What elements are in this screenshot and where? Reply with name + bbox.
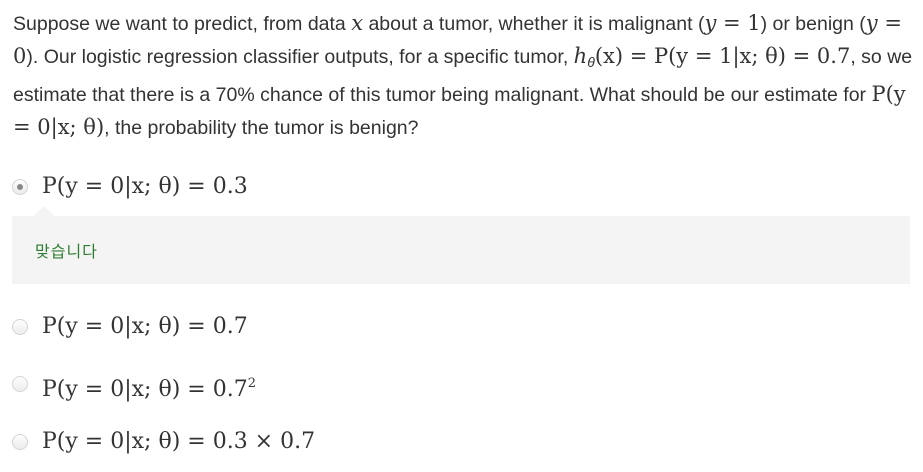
answer-option-1[interactable]: P(y = 0|x; θ) = 0.3 — [12, 174, 902, 216]
math-eq-0: = 0 — [13, 11, 902, 68]
math-h: h — [573, 44, 588, 68]
answer-option-label: P(y = 0|x; θ) = 0.3 × 0.7 — [42, 429, 316, 454]
answer-option-4[interactable]: P(y = 0|x; θ) = 0.3 × 0.7 — [12, 429, 902, 471]
radio-button[interactable] — [12, 376, 28, 392]
radio-button[interactable] — [12, 319, 28, 335]
question-part-4: ). Our logistic regression classifier ou… — [26, 46, 574, 68]
answer-option-3[interactable]: P(y = 0|x; θ) = 0.72 — [12, 373, 902, 413]
math-theta-subscript: θ — [587, 54, 595, 70]
answer-option-2[interactable]: P(y = 0|x; θ) = 0.7 — [12, 314, 902, 356]
question-part-6: , the probability the tumor is benign? — [104, 117, 419, 139]
question-part-5: , so we estimate that there is a 70% cha… — [13, 46, 913, 106]
math-x: x — [351, 11, 364, 35]
question-part-2: about a tumor, whether it is malignant ( — [363, 13, 705, 35]
question-part-1: Suppose we want to predict, from data — [13, 13, 352, 35]
math-eq-1: = 1 — [716, 11, 761, 35]
answer-option-label: P(y = 0|x; θ) = 0.72 — [42, 367, 256, 407]
radio-button-selected[interactable] — [12, 179, 28, 195]
math-hypothesis: (x) = P(y = 1|x; θ) = 0.7 — [594, 44, 851, 68]
answer-option-label: P(y = 0|x; θ) = 0.7 — [42, 314, 248, 339]
question-part-3: ) or benign ( — [760, 13, 866, 35]
answer-option-label-base: P(y = 0|x; θ) = 0.7 — [42, 377, 248, 402]
answer-option-label-exponent: 2 — [247, 376, 256, 391]
feedback-box: 맞습니다 — [12, 206, 910, 284]
feedback-correct-text: 맞습니다 — [35, 242, 98, 261]
math-y-benign: y — [865, 11, 878, 35]
answer-option-label: P(y = 0|x; θ) = 0.3 — [42, 174, 248, 199]
math-target-probability: P(y = 0|x; θ) — [13, 82, 906, 139]
radio-button[interactable] — [12, 434, 28, 450]
question-text: Suppose we want to predict, from data x … — [13, 7, 913, 144]
math-y-malignant: y — [704, 11, 717, 35]
